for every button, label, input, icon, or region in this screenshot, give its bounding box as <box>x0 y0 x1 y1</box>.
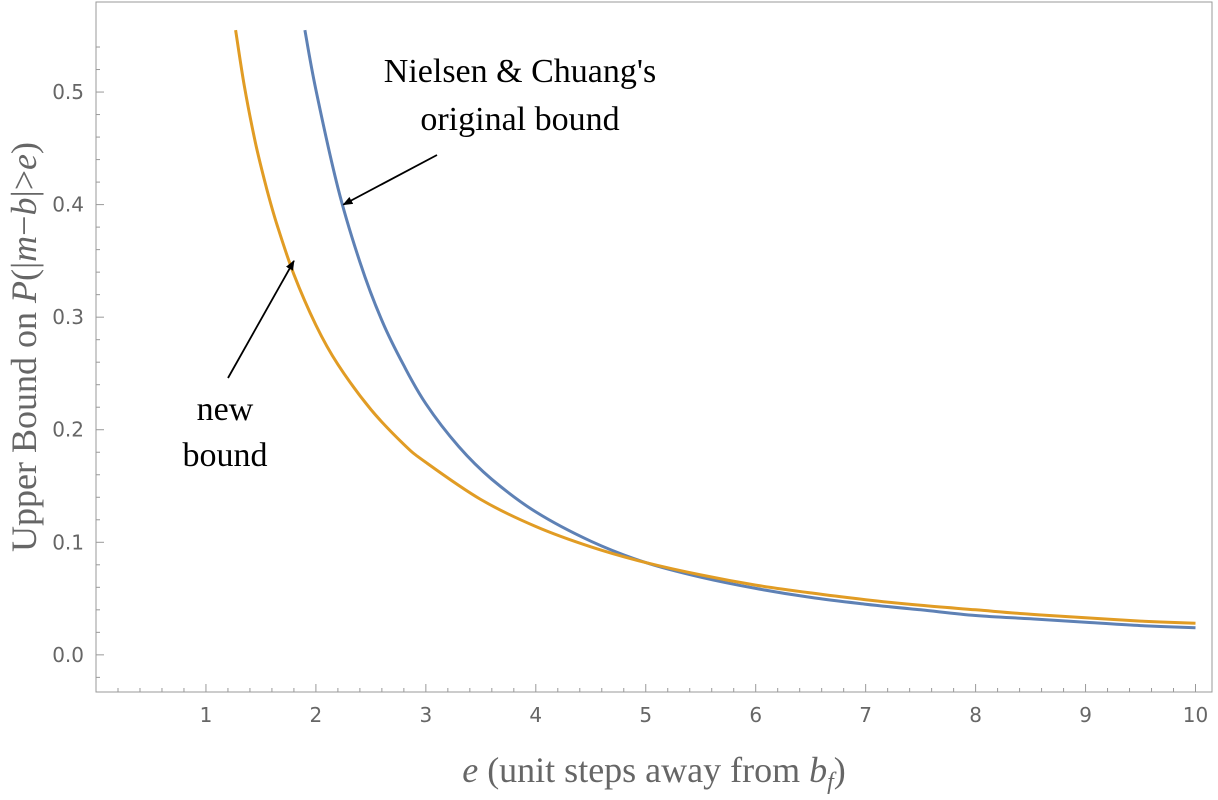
y-tick-label: 0.5 <box>52 80 84 104</box>
y-axis-label: Upper Bound on P(|m−b|>e) <box>4 142 44 552</box>
x-tick-label: 3 <box>419 703 432 727</box>
y-axis-ticks: 0.0 0.1 0.2 0.3 0.4 0.5 <box>52 46 104 678</box>
y-tick-label: 0.3 <box>52 305 84 329</box>
y-tick-label: 0.1 <box>52 530 84 554</box>
annotation-text-line-1: new <box>197 391 254 428</box>
annotation-arrow <box>227 260 295 379</box>
x-tick-label: 5 <box>639 703 652 727</box>
y-tick-label: 0.4 <box>52 193 84 217</box>
y-tick-label: 0.0 <box>52 643 84 667</box>
x-tick-label: 7 <box>859 703 872 727</box>
x-tick-label: 2 <box>310 703 323 727</box>
annotation-text-line-1: Nielsen & Chuang's <box>384 53 656 90</box>
annotation-text-line-2: original bound <box>420 101 619 138</box>
x-tick-label: 8 <box>969 703 982 727</box>
x-axis-label: e (unit steps away from bf) <box>462 750 846 795</box>
y-tick-label: 0.2 <box>52 418 84 442</box>
x-tick-label: 1 <box>200 703 213 727</box>
x-tick-label: 4 <box>529 703 542 727</box>
x-tick-label: 9 <box>1079 703 1092 727</box>
plot-frame <box>95 1 1213 693</box>
annotation-nielsen-chuang: Nielsen & Chuang's original bound <box>342 53 656 206</box>
series-line-new-bound <box>234 29 1196 625</box>
annotation-text-line-2: bound <box>183 437 268 474</box>
annotation-arrow <box>342 154 438 206</box>
x-tick-label: 6 <box>749 703 762 727</box>
x-tick-label: 10 <box>1183 703 1208 727</box>
annotation-new-bound: new bound <box>183 260 295 474</box>
series-layer <box>234 29 1196 630</box>
series-line-nielsen-chuang <box>303 29 1196 630</box>
x-axis-ticks: 1 2 3 4 5 6 7 8 9 10 <box>117 684 1208 727</box>
